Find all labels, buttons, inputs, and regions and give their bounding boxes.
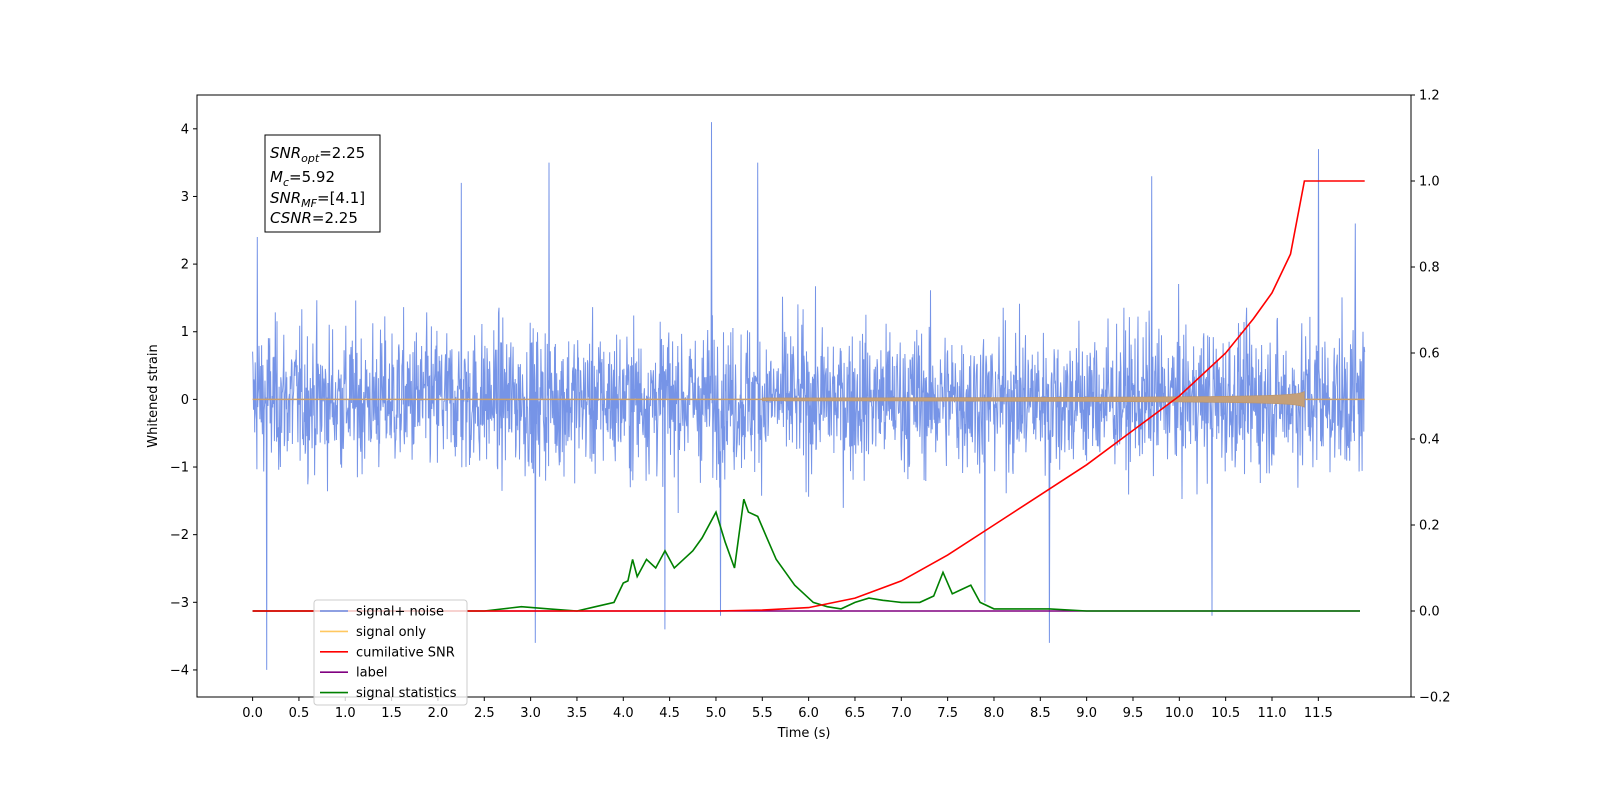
plot-frame: [196, 94, 1412, 698]
series-signal-noise: [252, 122, 1366, 670]
series-signal-only: [762, 391, 1305, 408]
legend-label: label: [356, 666, 387, 681]
annotation-snr-opt: SNRopt=2.25: [270, 144, 365, 165]
annotation-mc-symbol: M: [270, 168, 283, 186]
annotation-csnr-value: =2.25: [312, 209, 358, 227]
x-axis-ticks: 0.0 0.5 1.0 1.5 2.0 2.5 3.0 3.5 4.0 4.5 5.0 5.5 6.0 6…: [242, 697, 1333, 721]
plot-series: [252, 122, 1366, 670]
y-tick-label: −2: [170, 528, 189, 543]
y2-tick-label: 0.6: [1419, 347, 1440, 362]
annotation-csnr-symbol: CSNR: [270, 209, 312, 227]
annotation-csnr: CSNR=2.25: [270, 209, 358, 227]
x-tick-label: 0.0: [242, 706, 263, 721]
y-tick-label: 0: [181, 393, 189, 408]
series-cumulative-snr: [252, 180, 1365, 612]
annotation-mc-subscript: c: [283, 176, 289, 189]
x-tick-label: 11.0: [1258, 706, 1287, 721]
x-tick-label: 4.0: [613, 706, 634, 721]
y2-tick-label: 0.8: [1419, 261, 1440, 276]
x-tick-label: 6.5: [845, 706, 866, 721]
y-tick-label: 3: [181, 190, 189, 205]
annotation-mc-value: =5.92: [289, 168, 335, 186]
legend-label: signal only: [356, 625, 426, 640]
x-tick-label: 2.5: [474, 706, 495, 721]
x-axis-label: Time (s): [777, 726, 831, 741]
legend: signal+ noise signal only cumilative SNR la…: [313, 599, 468, 706]
y2-tick-label: −0.2: [1419, 691, 1451, 706]
x-tick-label: 6.0: [798, 706, 819, 721]
y-tick-label: −3: [170, 596, 189, 611]
x-tick-label: 10.0: [1165, 706, 1194, 721]
x-tick-label: 9.0: [1076, 706, 1097, 721]
x-tick-label: 2.0: [428, 706, 449, 721]
annotation-mc: Mc=5.92: [270, 168, 335, 189]
x-tick-label: 3.0: [520, 706, 541, 721]
y2-tick-label: 0.0: [1419, 605, 1440, 620]
y2-tick-label: 1.2: [1419, 89, 1440, 104]
y2-tick-label: 1.0: [1419, 175, 1440, 190]
x-tick-label: 1.5: [381, 706, 402, 721]
legend-label: signal+ noise: [356, 605, 444, 620]
y2-tick-label: 0.4: [1419, 433, 1440, 448]
x-tick-label: 11.5: [1304, 706, 1333, 721]
y-tick-label: 4: [181, 122, 189, 137]
annotation-snr-opt-value: =2.25: [319, 144, 365, 162]
x-tick-label: 7.5: [937, 706, 958, 721]
series-signal-statistics: [252, 498, 1360, 612]
annotation-snr-mf-subscript: MF: [301, 197, 317, 210]
y2-axis-ticks: −0.2 0.0 0.2 0.4 0.6 0.8 1.0 1.2: [1411, 89, 1451, 706]
y-tick-label: −1: [170, 461, 189, 476]
x-tick-label: 8.5: [1030, 706, 1051, 721]
x-tick-label: 0.5: [289, 706, 310, 721]
y-axis-label: Whitened strain: [146, 344, 161, 447]
y-axis-ticks: −4 −3 −2 −1 0 1 2 3 4: [170, 122, 197, 678]
x-tick-label: 7.0: [891, 706, 912, 721]
annotation-snr-mf-value: =[4.1]: [317, 189, 365, 207]
y-tick-label: −4: [170, 663, 189, 678]
annotation-snr-mf-symbol: SNR: [270, 189, 301, 207]
annotation-box: SNRopt=2.25 Mc=5.92 SNRMF=[4.1] CSNR=2.2…: [264, 134, 381, 233]
x-tick-label: 4.5: [659, 706, 680, 721]
x-tick-label: 10.5: [1211, 706, 1240, 721]
x-tick-label: 3.5: [567, 706, 588, 721]
x-tick-label: 8.0: [984, 706, 1005, 721]
legend-label: signal statistics: [356, 686, 457, 701]
x-tick-label: 9.5: [1123, 706, 1144, 721]
annotation-snr-mf: SNRMF=[4.1]: [270, 189, 365, 210]
x-tick-label: 5.5: [752, 706, 773, 721]
annotation-snr-opt-subscript: opt: [301, 152, 320, 165]
x-tick-label: 5.0: [706, 706, 727, 721]
y-tick-label: 2: [181, 258, 189, 273]
annotation-snr-opt-symbol: SNR: [270, 144, 301, 162]
y2-tick-label: 0.2: [1419, 519, 1440, 534]
y-tick-label: 1: [181, 325, 189, 340]
legend-label: cumilative SNR: [356, 645, 455, 660]
x-tick-label: 1.0: [335, 706, 356, 721]
